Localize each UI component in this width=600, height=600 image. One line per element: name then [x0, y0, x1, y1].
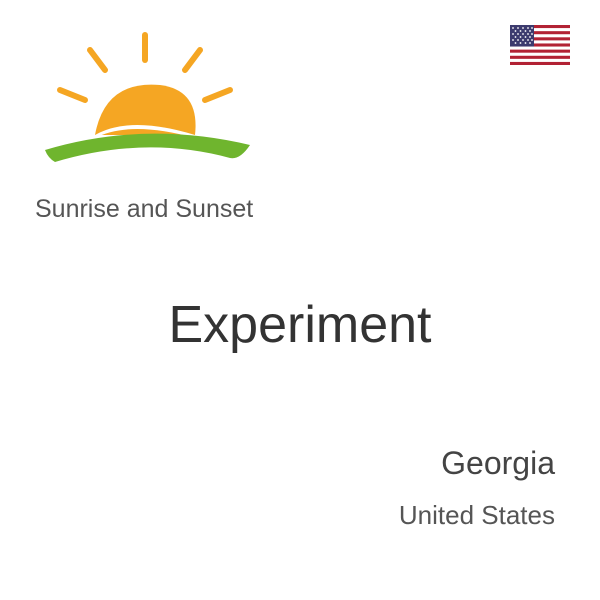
tagline-text: Sunrise and Sunset — [35, 195, 253, 224]
country-text: United States — [399, 500, 555, 531]
sunrise-logo — [30, 20, 260, 190]
region-text: Georgia — [441, 445, 555, 482]
us-flag-icon — [510, 25, 570, 65]
country-flag — [510, 25, 570, 65]
location-title: Experiment — [0, 295, 600, 355]
sunrise-icon — [30, 20, 260, 190]
